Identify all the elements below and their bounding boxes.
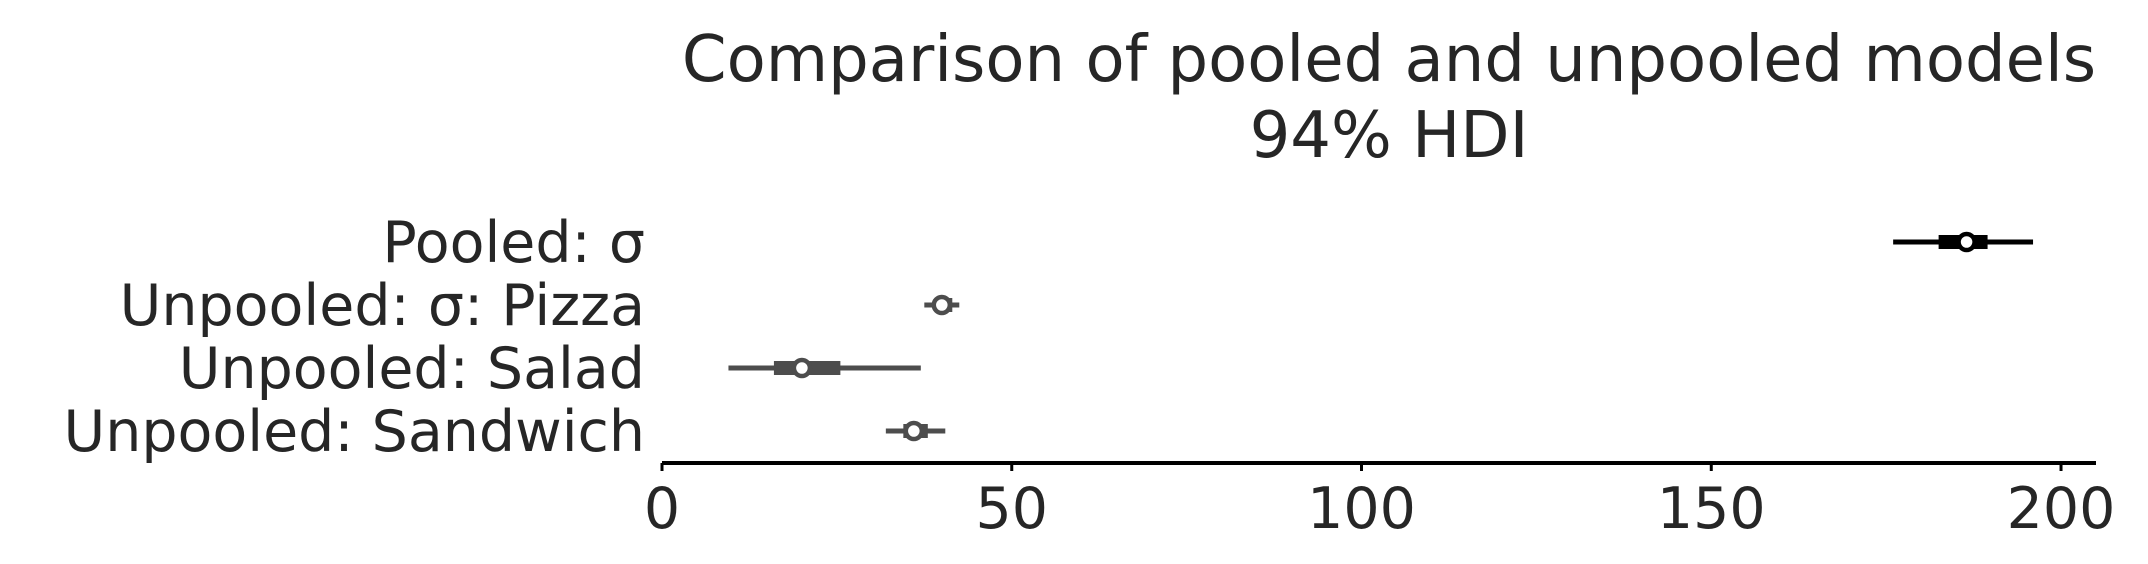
- chart-subtitle: 94% HDI: [1250, 99, 1529, 173]
- row-label: Unpooled: Salad: [179, 336, 645, 402]
- forest-row: Unpooled: Salad: [179, 336, 921, 402]
- chart-title: Comparison of pooled and unpooled models: [682, 23, 2096, 97]
- forest-row: Unpooled: Sandwich: [63, 399, 946, 465]
- row-label: Pooled: σ: [382, 210, 645, 276]
- x-tick-label: 50: [975, 476, 1048, 542]
- row-label: Unpooled: σ: Pizza: [120, 273, 645, 339]
- point-estimate: [903, 420, 925, 442]
- x-tick-label: 150: [1657, 476, 1766, 542]
- x-axis-ticks: 0 50 100 150 200: [644, 463, 2116, 542]
- point-estimate: [1956, 231, 1977, 253]
- forest-row: Pooled: σ: [382, 210, 2034, 276]
- row-label: Unpooled: Sandwich: [63, 399, 645, 465]
- x-tick-label: 200: [2007, 476, 2116, 542]
- point-estimate: [791, 357, 813, 379]
- x-tick-label: 100: [1307, 476, 1416, 542]
- x-tick-label: 0: [644, 476, 680, 542]
- forest-row: Unpooled: σ: Pizza: [120, 273, 960, 339]
- point-estimate: [931, 294, 953, 316]
